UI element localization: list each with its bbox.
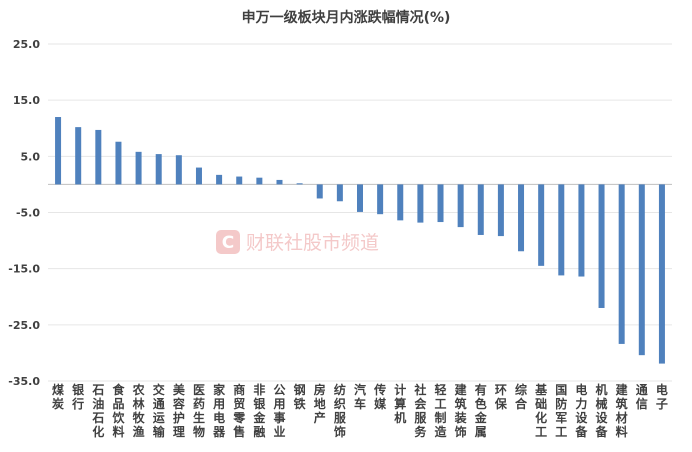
x-tick-label: 环保 xyxy=(494,383,508,411)
y-tick-label: -5.0 xyxy=(16,207,40,220)
bar xyxy=(55,117,62,185)
bar xyxy=(216,174,223,185)
bars xyxy=(55,117,665,364)
bar xyxy=(75,127,82,185)
bar xyxy=(618,184,625,344)
watermark-logo-glyph: C xyxy=(222,233,234,253)
bar xyxy=(377,184,384,215)
x-tick-label: 食品饮料 xyxy=(111,382,125,439)
x-tick-label: 基础化工 xyxy=(534,382,548,439)
x-tick-label: 房地产 xyxy=(314,382,326,425)
bar xyxy=(175,155,182,185)
bar xyxy=(638,184,645,356)
bar xyxy=(316,184,323,199)
bar xyxy=(236,176,243,185)
bar xyxy=(336,184,343,202)
bar xyxy=(357,184,363,212)
x-tick-label: 公用事业 xyxy=(272,383,285,439)
gridlines xyxy=(48,43,672,382)
bar xyxy=(155,154,162,185)
bar xyxy=(477,184,484,235)
x-tick-label: 交通运输 xyxy=(153,382,166,439)
y-tick-label: 15.0 xyxy=(13,94,40,107)
x-tick-label: 家用电器 xyxy=(212,382,226,439)
bar xyxy=(195,167,202,185)
x-tick-label: 石油石化 xyxy=(91,383,104,439)
y-axis-ticks: 25.0 15.0 5.0 -5.0 -15.0 -25.0 -35.0 xyxy=(8,38,40,388)
x-tick-label: 轻工制造 xyxy=(435,382,448,439)
bar xyxy=(558,184,565,276)
x-tick-label: 医药生物 xyxy=(193,383,205,439)
x-tick-label: 综合 xyxy=(515,382,528,411)
x-tick-label: 建筑装饰 xyxy=(454,382,468,439)
bar xyxy=(256,177,263,185)
y-tick-label: 5.0 xyxy=(21,150,41,163)
x-axis-ticks: 煤炭银行石油石化食品饮料农林牧渔交通运输美容护理医药生物家用电器商贸零售非银金融… xyxy=(52,382,668,439)
x-tick-label: 有色金属 xyxy=(474,382,488,439)
watermark-text: 财联社股市频道 xyxy=(246,232,379,254)
watermark: C 财联社股市频道 xyxy=(216,230,379,254)
y-tick-label: -25.0 xyxy=(8,319,40,332)
x-tick-label: 农林牧渔 xyxy=(132,382,146,439)
watermark-logo-icon xyxy=(216,230,240,254)
x-tick-label: 电子 xyxy=(656,382,668,411)
x-tick-label: 纺织服饰 xyxy=(334,382,347,439)
y-tick-label: -35.0 xyxy=(8,375,40,388)
x-tick-label: 钢铁 xyxy=(294,382,306,411)
y-tick-label: -15.0 xyxy=(8,263,40,276)
x-tick-label: 社会服务 xyxy=(413,382,427,439)
bar xyxy=(437,184,444,223)
bar xyxy=(276,179,283,185)
bar xyxy=(115,141,122,185)
bar xyxy=(538,184,545,266)
bar xyxy=(658,184,665,364)
bar xyxy=(417,184,424,223)
x-tick-label: 计算机 xyxy=(394,382,406,425)
x-tick-label: 国防军工 xyxy=(555,383,567,439)
x-tick-label: 美容护理 xyxy=(172,382,186,439)
x-tick-label: 电力设备 xyxy=(574,382,588,439)
x-tick-label: 非银金融 xyxy=(252,382,266,439)
bar xyxy=(397,184,404,221)
bar xyxy=(296,183,303,185)
x-tick-label: 银行 xyxy=(71,382,85,411)
x-tick-label: 通信 xyxy=(636,382,648,411)
chart-title: 申万一级板块月内涨跌幅情况(%) xyxy=(242,9,451,26)
bar xyxy=(95,129,102,185)
bar xyxy=(518,184,525,252)
bar xyxy=(598,184,605,308)
x-tick-label: 机械设备 xyxy=(595,382,609,439)
bar xyxy=(135,151,142,185)
x-tick-label: 汽车 xyxy=(354,382,366,411)
x-tick-label: 建筑材料 xyxy=(615,382,629,439)
x-tick-label: 煤炭 xyxy=(52,382,64,411)
y-tick-label: 25.0 xyxy=(13,38,40,51)
bar xyxy=(578,184,585,277)
x-tick-label: 商贸零售 xyxy=(232,382,246,439)
x-tick-label: 传媒 xyxy=(373,382,387,411)
bar xyxy=(457,184,464,228)
bar xyxy=(497,184,504,237)
